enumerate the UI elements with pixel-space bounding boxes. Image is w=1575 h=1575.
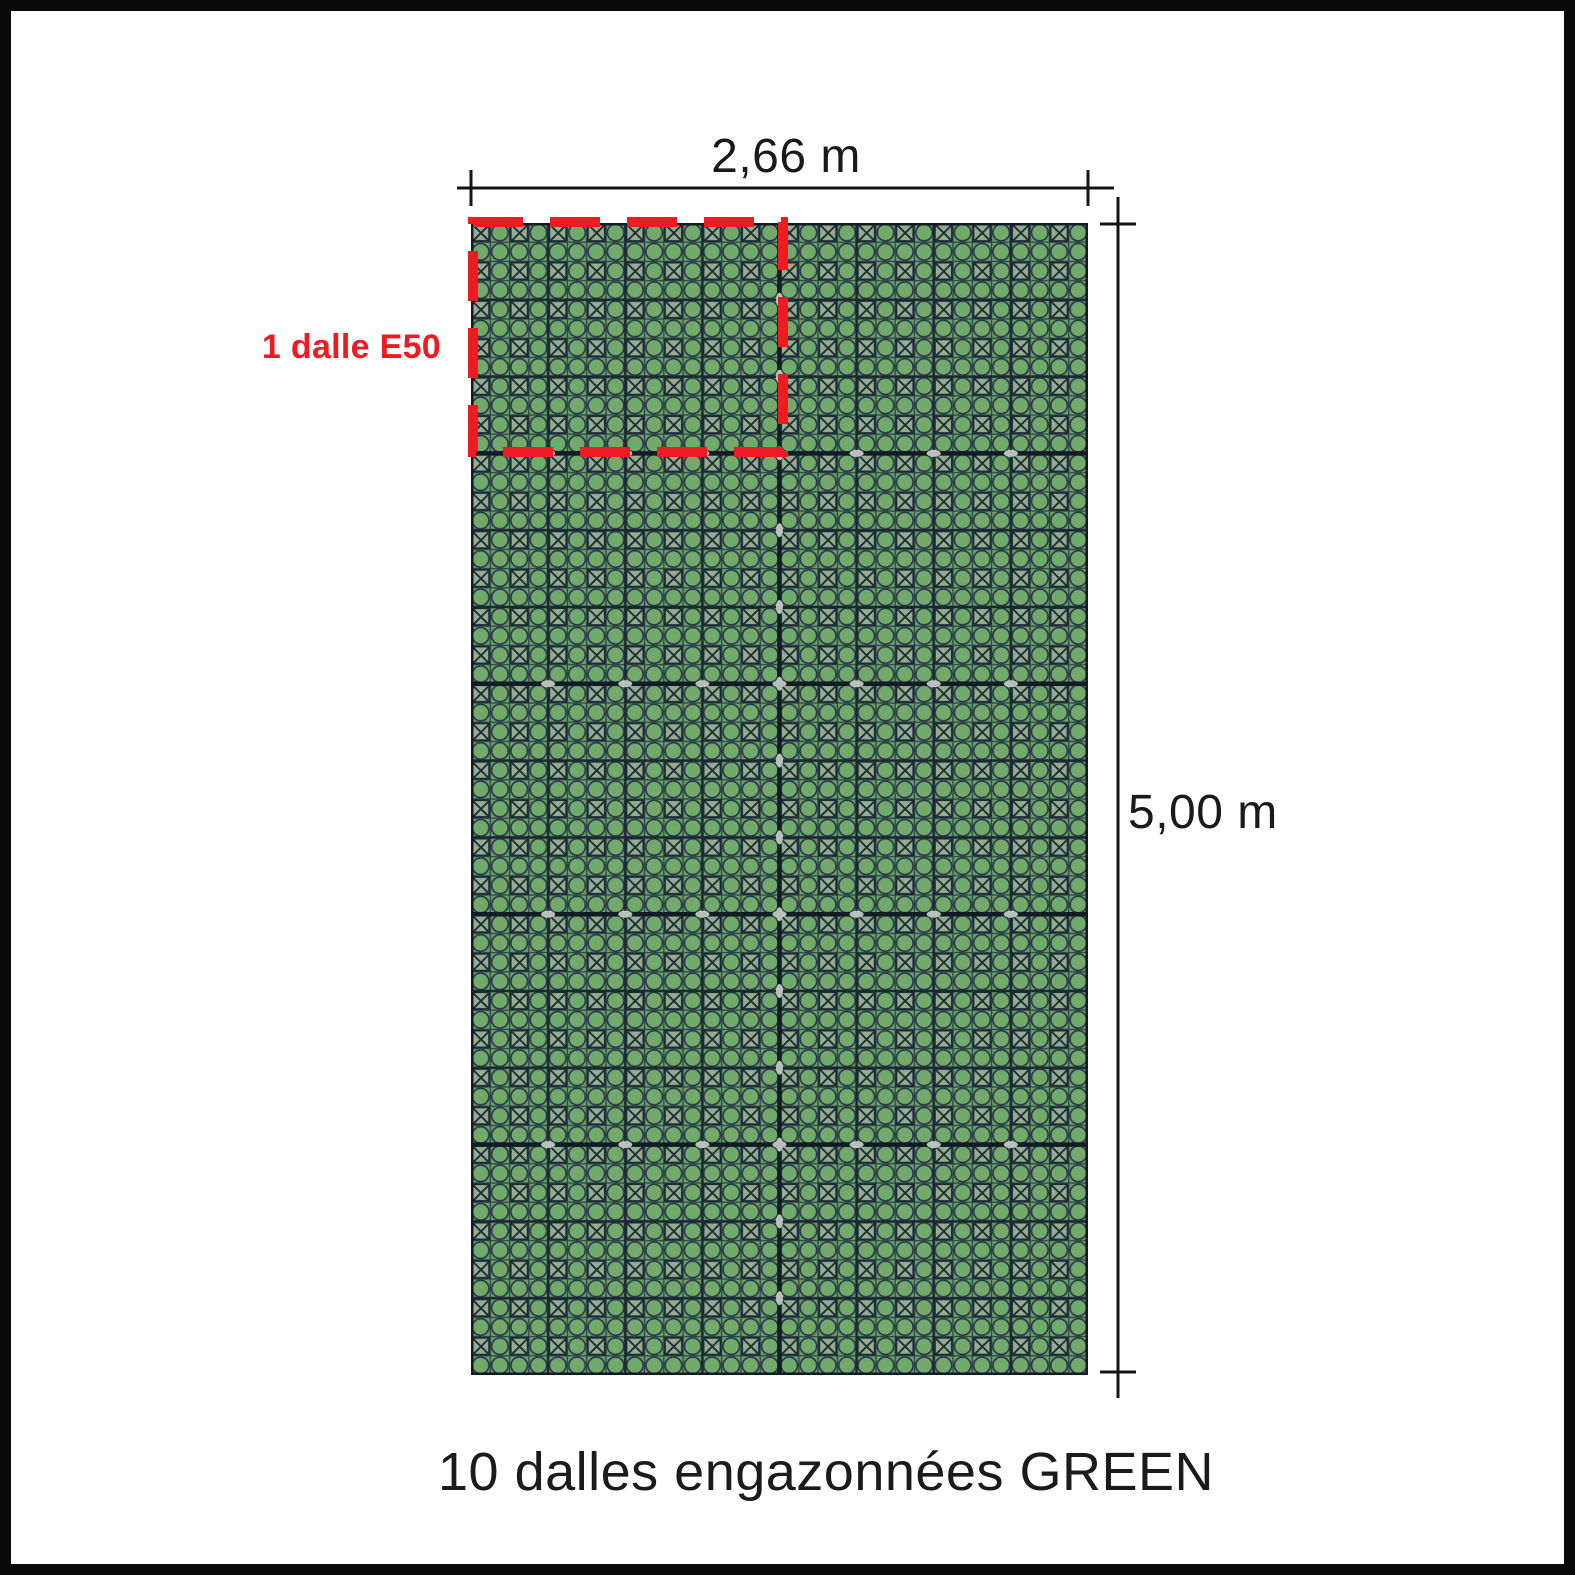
height-dimension-label: 5,00 m <box>1128 786 1278 839</box>
grass-tile-area <box>471 223 1088 1375</box>
unit-tile-callout-label: 1 dalle E50 <box>261 328 441 366</box>
caption-label: 10 dalles engazonnées GREEN <box>438 1442 1214 1502</box>
width-dimension-label: 2,66 m <box>711 130 861 183</box>
